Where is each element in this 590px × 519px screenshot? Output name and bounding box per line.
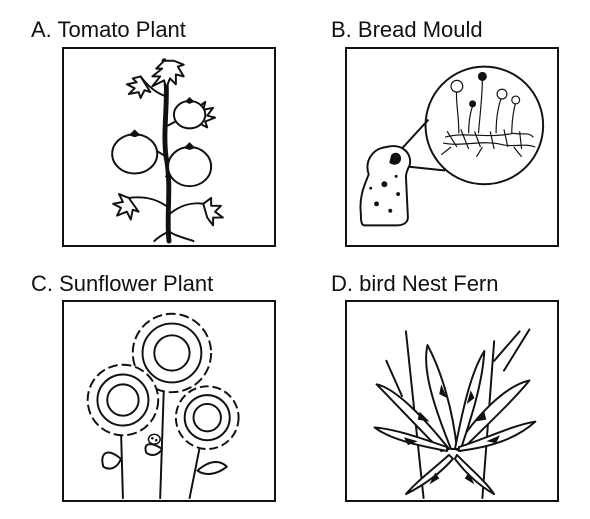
- sunflower-plant-panel: [62, 300, 276, 502]
- fern-fronds: [373, 344, 537, 496]
- panel-c-caption: C. Sunflower Plant: [31, 271, 214, 296]
- mould-spots: [369, 152, 402, 213]
- bread-mould-panel: [345, 47, 559, 247]
- bird-nest-fern-panel: [345, 300, 559, 502]
- sporangia: [450, 71, 521, 108]
- panel-d-caption: D. bird Nest Fern: [331, 271, 499, 296]
- fern-shading: [403, 384, 501, 485]
- tomato-plant-panel: [62, 47, 276, 247]
- sunflower-leaves: [101, 443, 228, 475]
- sunflower-heads: [86, 312, 240, 451]
- bread-mould-illustration: [359, 65, 545, 227]
- ladybug-icon: [147, 433, 161, 445]
- tomato-calyx: [128, 97, 196, 150]
- tomato-plant-illustration: [111, 58, 224, 244]
- bird-nest-fern-illustration: [373, 328, 537, 500]
- panel-a-caption: A. Tomato Plant: [31, 17, 186, 42]
- sunflower-plant-illustration: [86, 312, 240, 500]
- panel-b-caption: B. Bread Mould: [331, 17, 483, 42]
- tomato-fruits: [111, 99, 213, 188]
